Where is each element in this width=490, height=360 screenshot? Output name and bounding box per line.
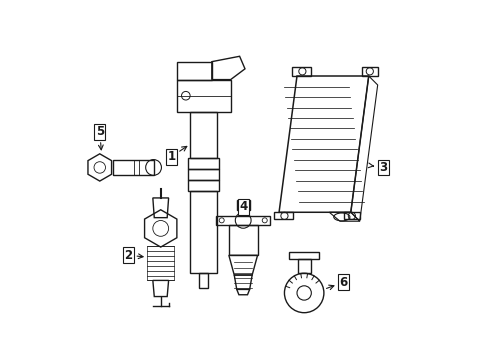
Text: 4: 4	[239, 201, 247, 213]
Text: 1: 1	[168, 147, 187, 163]
Text: 5: 5	[96, 125, 104, 150]
Text: 3: 3	[368, 161, 387, 174]
Text: 2: 2	[124, 249, 143, 262]
Text: 6: 6	[326, 276, 348, 289]
